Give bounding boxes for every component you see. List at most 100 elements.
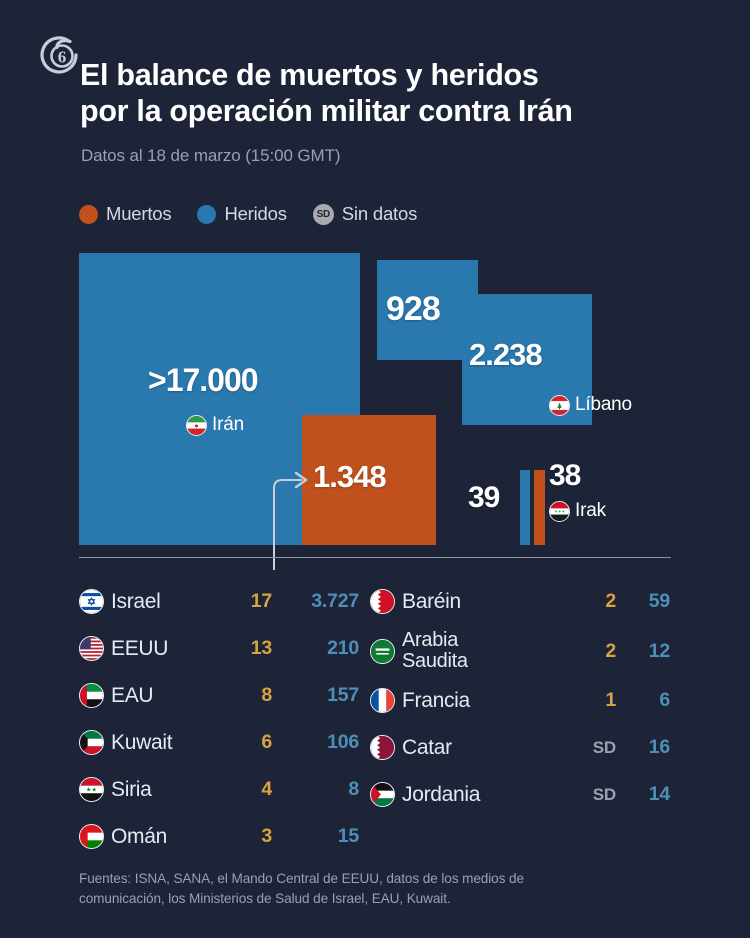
country-name: Baréin bbox=[402, 590, 461, 613]
flag-oman-icon bbox=[79, 824, 104, 849]
block-iraq-label-text: Irak bbox=[575, 500, 606, 521]
block-lebanon-label-text: Líbano bbox=[575, 394, 632, 415]
legend-label-injured: Heridos bbox=[224, 203, 287, 224]
deaths-value: 4 bbox=[261, 778, 272, 800]
injured-value: 106 bbox=[327, 731, 359, 753]
country-name-line1: Arabia bbox=[402, 629, 459, 651]
table-row[interactable]: Jordania SD 14 bbox=[370, 771, 670, 818]
deaths-value: SD bbox=[592, 737, 616, 757]
page-subtitle: Datos al 18 de marzo (15:00 GMT) bbox=[81, 146, 341, 165]
injured-value: 3.727 bbox=[311, 590, 359, 612]
flag-kuwait-icon bbox=[79, 730, 104, 755]
block-iran-label-text: Irán bbox=[212, 414, 244, 435]
block-lebanon-deaths bbox=[377, 260, 478, 360]
table-row[interactable]: EAU 8 157 bbox=[79, 672, 359, 719]
table-row[interactable]: Omán 3 15 bbox=[79, 813, 359, 860]
country-name: Jordania bbox=[402, 783, 481, 806]
country-name: EAU bbox=[111, 684, 154, 707]
section-divider bbox=[79, 557, 671, 559]
block-iraq-injured-value: 39 bbox=[468, 481, 500, 514]
legend-label-deaths: Muertos bbox=[106, 203, 172, 224]
injured-value: 59 bbox=[648, 590, 670, 612]
table-row[interactable]: ★★ Siria 4 8 bbox=[79, 766, 359, 813]
flag-uae-icon bbox=[79, 683, 104, 708]
table-row[interactable]: Baréin 2 59 bbox=[370, 578, 670, 625]
country-table-left-column: Israel 17 3.727 EEUU 13 210 EAU 8 157 bbox=[79, 578, 359, 860]
spiral-six-logo: 6 bbox=[32, 28, 86, 82]
country-name: Israel bbox=[111, 590, 161, 613]
block-iran-deaths-value: 1.348 bbox=[313, 459, 387, 494]
injured-value: 6 bbox=[659, 689, 670, 711]
deaths-value: 2 bbox=[605, 590, 616, 612]
table-row[interactable]: Israel 17 3.727 bbox=[79, 578, 359, 625]
table-row[interactable]: Catar SD 16 bbox=[370, 724, 670, 771]
sources-note: Fuentes: ISNA, SANA, el Mando Central de… bbox=[79, 871, 524, 906]
country-name: Arabia Saudita bbox=[402, 630, 468, 672]
svg-text:✶✶✶: ✶✶✶ bbox=[554, 509, 565, 514]
country-name: Omán bbox=[111, 825, 167, 848]
legend-item-deaths: Muertos bbox=[79, 203, 172, 225]
legend-item-nodata: SD Sin datos bbox=[312, 203, 418, 225]
deaths-value: 1 bbox=[605, 689, 616, 711]
flag-iraq-icon: ✶✶✶ bbox=[549, 500, 570, 522]
deaths-value: 8 bbox=[261, 684, 272, 706]
flag-usa-icon bbox=[79, 636, 104, 661]
legend-label-nodata: Sin datos bbox=[341, 203, 418, 224]
page-title-line2: por la operación militar contra Irán bbox=[80, 94, 573, 128]
block-lebanon-injured-value: 2.238 bbox=[469, 337, 543, 372]
block-iraq-deaths-value: 38 bbox=[549, 459, 581, 492]
deaths-value: 17 bbox=[250, 590, 272, 612]
injured-value: 157 bbox=[327, 684, 359, 706]
table-row[interactable]: Arabia Saudita 2 12 bbox=[370, 625, 670, 677]
block-iraq-injured-bar bbox=[520, 470, 530, 545]
injured-value: 8 bbox=[348, 778, 359, 800]
injured-color-dot-icon bbox=[197, 204, 217, 224]
country-name-line2: Saudita bbox=[402, 650, 468, 672]
block-iran-label: Irán bbox=[186, 414, 244, 436]
country-name: Francia bbox=[402, 689, 470, 712]
flag-lebanon-icon bbox=[549, 394, 570, 416]
country-name: Siria bbox=[111, 778, 152, 801]
deaths-value: 6 bbox=[261, 731, 272, 753]
page-title: El balance de muertos y heridos por la o… bbox=[80, 57, 720, 129]
country-name: EEUU bbox=[111, 637, 169, 660]
block-lebanon-injured bbox=[462, 294, 592, 425]
table-row[interactable]: Kuwait 6 106 bbox=[79, 719, 359, 766]
block-lebanon-label: Líbano bbox=[549, 394, 632, 416]
deaths-value: SD bbox=[592, 784, 616, 804]
block-iran-deaths bbox=[302, 415, 436, 545]
table-row[interactable]: Francia 1 6 bbox=[370, 677, 670, 724]
injured-value: 16 bbox=[648, 736, 670, 758]
country-name: Kuwait bbox=[111, 731, 173, 754]
block-lebanon-deaths-value: 928 bbox=[386, 290, 441, 328]
flag-israel-icon bbox=[79, 589, 104, 614]
flag-bahrain-icon bbox=[370, 589, 395, 614]
callout-arrow-icon bbox=[273, 471, 308, 570]
injured-value: 210 bbox=[327, 637, 359, 659]
page-title-line1: El balance de muertos y heridos bbox=[80, 58, 539, 92]
treemap-chart: >17.000 Irán 1.348 928 2.238 Líbano 3 bbox=[79, 253, 671, 570]
flag-jordan-icon bbox=[370, 782, 395, 807]
country-table-right-column: Baréin 2 59 Arabia Saudita 2 12 Fr bbox=[370, 578, 670, 818]
deaths-value: 3 bbox=[261, 825, 272, 847]
deaths-value: 2 bbox=[605, 639, 616, 662]
flag-syria-icon: ★★ bbox=[79, 777, 104, 802]
flag-iran-icon bbox=[186, 414, 207, 436]
flag-france-icon bbox=[370, 688, 395, 713]
no-data-badge-icon: SD bbox=[312, 203, 334, 225]
country-name: Catar bbox=[402, 736, 452, 759]
svg-text:★★: ★★ bbox=[86, 787, 97, 794]
injured-value: 14 bbox=[648, 783, 670, 805]
injured-value: 12 bbox=[648, 639, 670, 662]
deaths-color-dot-icon bbox=[79, 204, 98, 224]
table-row[interactable]: EEUU 13 210 bbox=[79, 625, 359, 672]
legend-item-injured: Heridos bbox=[197, 203, 287, 225]
deaths-value: 13 bbox=[250, 637, 272, 659]
block-iraq-deaths-bar bbox=[534, 470, 545, 545]
block-iran-injured-value: >17.000 bbox=[148, 362, 259, 398]
flag-qatar-icon bbox=[370, 735, 395, 760]
block-iraq-label: ✶✶✶ Irak bbox=[549, 500, 606, 522]
injured-value: 15 bbox=[337, 825, 359, 847]
svg-text:6: 6 bbox=[58, 48, 67, 67]
